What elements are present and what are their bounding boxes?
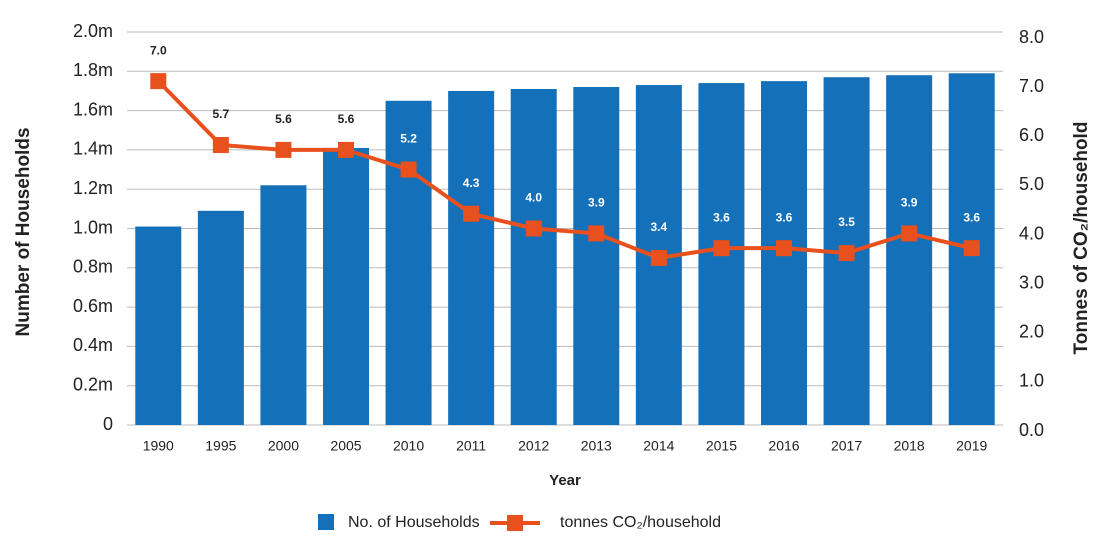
y2-tick-label: 6.0 — [1019, 125, 1044, 145]
data-label: 4.0 — [525, 191, 542, 205]
y-axis-label: Number of Households — [13, 127, 34, 336]
line-marker — [150, 73, 167, 90]
x-tick-label: 2017 — [831, 438, 862, 454]
x-tick-label: 2011 — [456, 438, 486, 454]
x-axis-label: Year — [549, 472, 581, 489]
line-marker — [588, 225, 605, 242]
bar — [197, 210, 244, 425]
y2-tick-label: 2.0 — [1019, 322, 1044, 342]
bar — [510, 88, 557, 426]
x-tick-label: 2018 — [894, 438, 925, 454]
x-tick-label: 2014 — [643, 438, 674, 454]
y2-tick-label: 4.0 — [1019, 223, 1044, 243]
data-label: 5.6 — [338, 112, 355, 126]
bar — [573, 87, 620, 426]
line-marker — [963, 240, 980, 257]
data-label: 4.3 — [463, 176, 480, 190]
data-label: 3.5 — [838, 215, 855, 229]
y2-axis-label: Tonnes of CO₂/household — [1071, 122, 1092, 355]
y-tick-label: 1.4m — [73, 139, 113, 159]
line-marker — [400, 161, 417, 178]
data-label: 5.6 — [275, 112, 292, 126]
line-marker — [901, 225, 918, 242]
data-label: 5.2 — [400, 132, 417, 146]
y-tick-label: 1.2m — [73, 178, 113, 198]
bar — [448, 90, 495, 425]
legend-label: tonnes CO₂/household — [560, 514, 721, 531]
line-marker — [776, 240, 792, 257]
y2-tick-label: 1.0 — [1019, 371, 1044, 391]
bar — [886, 75, 933, 425]
y2-tick-label: 0.0 — [1019, 420, 1044, 440]
bar — [135, 226, 182, 425]
y2-tick-label: 7.0 — [1019, 76, 1044, 96]
x-tick-label: 2000 — [268, 438, 299, 454]
y-tick-label: 1.6m — [73, 99, 113, 119]
y-tick-label: 1.0m — [73, 217, 113, 237]
line-marker — [838, 245, 855, 262]
y2-tick-label: 3.0 — [1019, 272, 1044, 292]
legend-label: No. of Households — [348, 514, 480, 531]
y-tick-label: 0.4m — [73, 335, 113, 355]
y2-tick-label: 8.0 — [1019, 27, 1044, 47]
y-tick-label: 2.0m — [73, 21, 113, 41]
data-label: 7.0 — [150, 43, 167, 57]
x-tick-label: 2019 — [956, 438, 987, 454]
line — [156, 79, 973, 261]
data-label: 3.9 — [588, 196, 605, 210]
line-marker — [275, 141, 292, 158]
y-tick-label: 0.8m — [73, 257, 113, 277]
x-tick-label: 2005 — [330, 438, 361, 454]
line-marker — [525, 220, 542, 237]
x-tick-label: 1990 — [143, 438, 174, 454]
x-tick-label: 2013 — [581, 438, 612, 454]
bar — [260, 185, 307, 425]
line-marker — [212, 136, 229, 153]
y2-tick-label: 5.0 — [1019, 174, 1044, 194]
x-tick-label: 1995 — [205, 438, 236, 454]
line-marker — [713, 240, 730, 257]
x-tick-label: 2016 — [768, 438, 799, 454]
legend-swatch — [318, 514, 334, 530]
line-marker — [650, 249, 667, 266]
data-label: 5.7 — [213, 107, 230, 121]
bar — [323, 147, 369, 425]
x-tick-label: 2012 — [518, 438, 549, 454]
data-label: 3.6 — [713, 210, 730, 224]
y-tick-label: 0 — [103, 414, 113, 434]
y-tick-label: 0.6m — [73, 296, 113, 316]
legend-swatch — [507, 515, 523, 531]
y-tick-label: 1.8m — [73, 60, 113, 80]
y-tick-label: 0.2m — [73, 374, 113, 394]
data-label: 3.4 — [651, 220, 668, 234]
data-label: 3.6 — [963, 210, 980, 224]
line-marker — [463, 205, 480, 222]
data-label: 3.9 — [901, 196, 918, 210]
bar — [385, 100, 432, 426]
line-marker — [338, 141, 354, 158]
data-label: 3.6 — [776, 210, 793, 224]
x-tick-label: 2010 — [393, 438, 424, 454]
x-tick-label: 2015 — [706, 438, 737, 454]
